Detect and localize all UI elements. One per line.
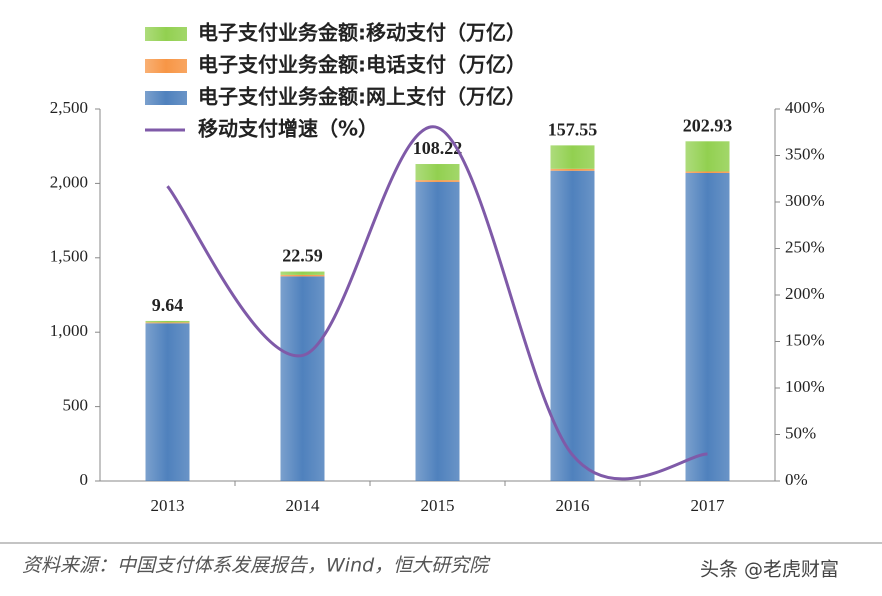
y2-tick-label: 0% (785, 470, 808, 489)
x-tick-label: 2017 (691, 496, 726, 515)
value-label: 9.64 (152, 295, 184, 315)
value-label: 202.93 (683, 115, 733, 135)
y-tick-label: 0 (80, 470, 89, 489)
bar-segment (550, 168, 595, 171)
bar-segment (685, 141, 730, 172)
line-series (166, 125, 708, 481)
legend-label: 电子支付业务金额:移动支付（万亿） (198, 21, 526, 45)
legend-marker (145, 59, 187, 73)
bar-segment (280, 271, 325, 275)
y-tick-label: 2,000 (50, 172, 88, 191)
bar-segment (550, 145, 595, 169)
y-tick-label: 2,500 (50, 98, 88, 117)
x-tick-label: 2013 (151, 496, 185, 515)
legend-label: 电子支付业务金额:电话支付（万亿） (198, 53, 526, 77)
legend-marker (145, 27, 187, 41)
legend-marker (145, 91, 187, 105)
bar-segment (415, 181, 460, 482)
y-tick-label: 1,500 (50, 247, 88, 266)
y2-tick-label: 400% (785, 98, 825, 117)
source-note: 资料来源：中国支付体系发展报告，Wind，恒大研究院 (22, 555, 491, 577)
value-label: 22.59 (282, 246, 323, 266)
x-tick-label: 2014 (286, 496, 321, 515)
bar-segment (550, 170, 595, 481)
value-label: 108.22 (413, 138, 463, 158)
bar-segment (415, 180, 460, 182)
bar-segment (685, 172, 730, 481)
bar-segment (145, 322, 190, 324)
bar-segment (685, 171, 730, 173)
watermark: 头条 @老虎财富 (700, 559, 839, 581)
bar-segment (280, 276, 325, 481)
bar-segment (145, 320, 190, 323)
x-tick-label: 2016 (556, 496, 590, 515)
legend-label: 移动支付增速（%） (198, 117, 378, 141)
legend-label: 电子支付业务金额:网上支付（万亿） (198, 85, 526, 109)
bar-segment (280, 274, 325, 277)
y2-tick-label: 100% (785, 377, 825, 396)
bar-segment (415, 164, 460, 181)
y-tick-label: 1,000 (50, 321, 88, 340)
value-label: 157.55 (548, 119, 598, 139)
y-tick-label: 500 (63, 396, 89, 415)
y2-tick-label: 350% (785, 144, 825, 163)
y2-tick-label: 150% (785, 330, 825, 349)
y2-tick-label: 50% (785, 423, 816, 442)
y2-tick-label: 300% (785, 191, 825, 210)
y2-tick-label: 200% (785, 284, 825, 303)
y2-tick-label: 250% (785, 237, 825, 256)
x-tick-label: 2015 (421, 496, 455, 515)
bar-segment (145, 323, 190, 481)
